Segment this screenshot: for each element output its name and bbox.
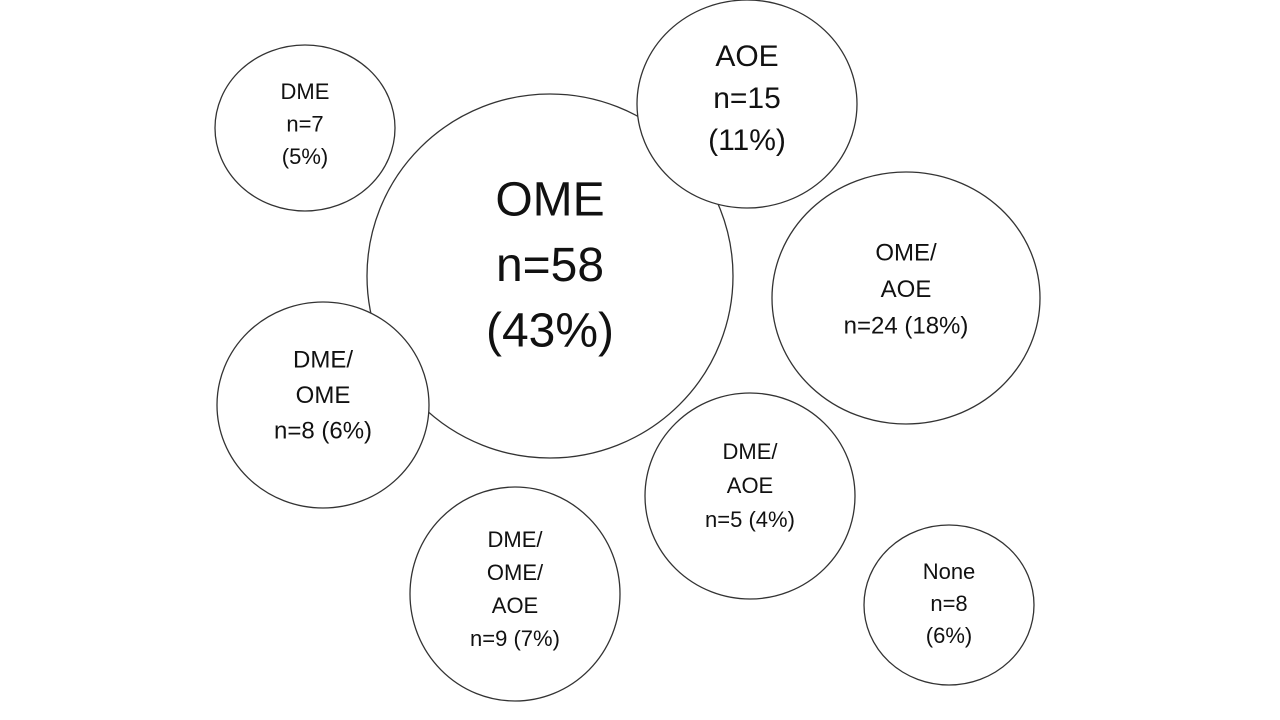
node-label: DME/ <box>488 527 544 552</box>
node-label: OME/ <box>875 239 937 266</box>
node-label: OME <box>296 382 351 409</box>
node-circle <box>644 392 856 600</box>
node-label: AOE <box>715 40 778 73</box>
node-label: AOE <box>881 276 932 303</box>
node-circle <box>214 44 396 212</box>
node-label: (11%) <box>708 124 786 157</box>
node-label: DME <box>281 79 330 104</box>
node-label: n=24 (18%) <box>844 312 969 339</box>
node-circle <box>771 171 1041 425</box>
node-label: n=8 (6%) <box>274 417 372 444</box>
node-label: None <box>923 559 976 584</box>
node-label: n=7 <box>286 111 323 136</box>
node-circle <box>216 301 430 509</box>
node-label: n=9 (7%) <box>470 626 560 651</box>
node-circle <box>409 486 621 702</box>
node-label: AOE <box>727 473 773 498</box>
node-label: DME/ <box>723 439 779 464</box>
node-circle <box>366 93 734 459</box>
node-label: (6%) <box>926 623 972 648</box>
node-label: n=8 <box>930 591 967 616</box>
node-circle <box>636 0 858 209</box>
node-label: (43%) <box>486 305 614 358</box>
node-label: DME/ <box>293 346 353 373</box>
node-label: (5%) <box>282 144 328 169</box>
node-label: n=5 (4%) <box>705 507 795 532</box>
node-label: n=15 <box>713 82 781 115</box>
node-circle <box>863 524 1035 686</box>
node-label: n=58 <box>496 239 604 292</box>
node-label: AOE <box>492 593 538 618</box>
node-label: OME/ <box>487 560 544 585</box>
node-label: OME <box>495 174 604 227</box>
